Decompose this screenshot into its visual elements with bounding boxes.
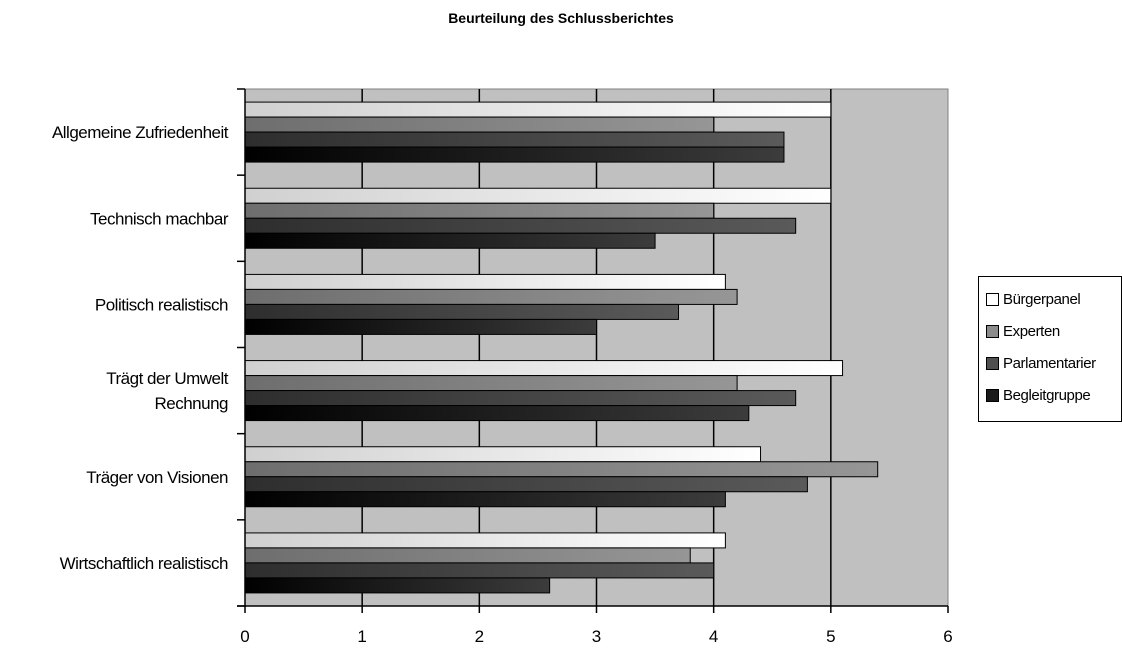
bar: [244, 187, 832, 204]
bar: [244, 375, 738, 392]
bar: [244, 217, 797, 234]
bar: [244, 288, 738, 305]
bar: [244, 476, 808, 493]
legend-label: Begleitgruppe: [1003, 386, 1091, 404]
bar: [244, 232, 656, 249]
bar: [244, 390, 797, 407]
legend-swatch: [986, 356, 999, 370]
legend-item: Experten: [986, 321, 1060, 341]
bar: [244, 532, 726, 549]
category-label: Technisch machbar: [90, 209, 229, 228]
x-tick-label: 4: [709, 627, 718, 646]
legend-item: Bürgerpanel: [986, 289, 1081, 309]
bar: [244, 446, 762, 463]
x-tick-label: 2: [475, 627, 484, 646]
bar: [244, 101, 832, 118]
x-tick-label: 5: [826, 627, 835, 646]
bar: [244, 202, 715, 219]
category-label: Wirtschaftlich realistisch: [60, 554, 228, 573]
bar: [244, 547, 691, 564]
bar: [244, 461, 879, 478]
chart-title: Beurteilung des Schlussberichtes: [448, 10, 674, 26]
x-tick-label: 1: [357, 627, 366, 646]
legend-swatch: [986, 292, 999, 306]
bar: [244, 405, 750, 422]
legend-label: Bürgerpanel: [1003, 290, 1081, 308]
bar: [244, 146, 785, 163]
x-tick-label: 3: [592, 627, 601, 646]
bar: [244, 577, 551, 594]
legend: Bürgerpanel Experten Parlamentarier Begleit…: [978, 276, 1122, 422]
category-label: Politisch realistisch: [95, 295, 228, 314]
bar: [244, 303, 680, 320]
legend-item: Begleitgruppe: [986, 385, 1091, 405]
category-label: Trägt der Umwelt: [106, 369, 229, 388]
bar: [244, 491, 726, 508]
legend-label: Experten: [1003, 322, 1060, 340]
legend-swatch: [986, 388, 999, 402]
bar: [244, 318, 597, 335]
bar: [244, 562, 715, 579]
category-label: Träger von Visionen: [86, 468, 228, 487]
x-tick-label: 0: [240, 627, 249, 646]
legend-label: Parlamentarier: [1003, 354, 1096, 372]
bar: [244, 116, 715, 133]
legend-swatch: [986, 324, 999, 338]
bar: [244, 360, 844, 377]
x-tick-label: 6: [943, 627, 952, 646]
bar: [244, 131, 785, 148]
category-label: Rechnung: [154, 394, 228, 413]
legend-item: Parlamentarier: [986, 353, 1096, 373]
bar: [244, 273, 726, 290]
category-label: Allgemeine Zufriedenheit: [52, 123, 229, 142]
